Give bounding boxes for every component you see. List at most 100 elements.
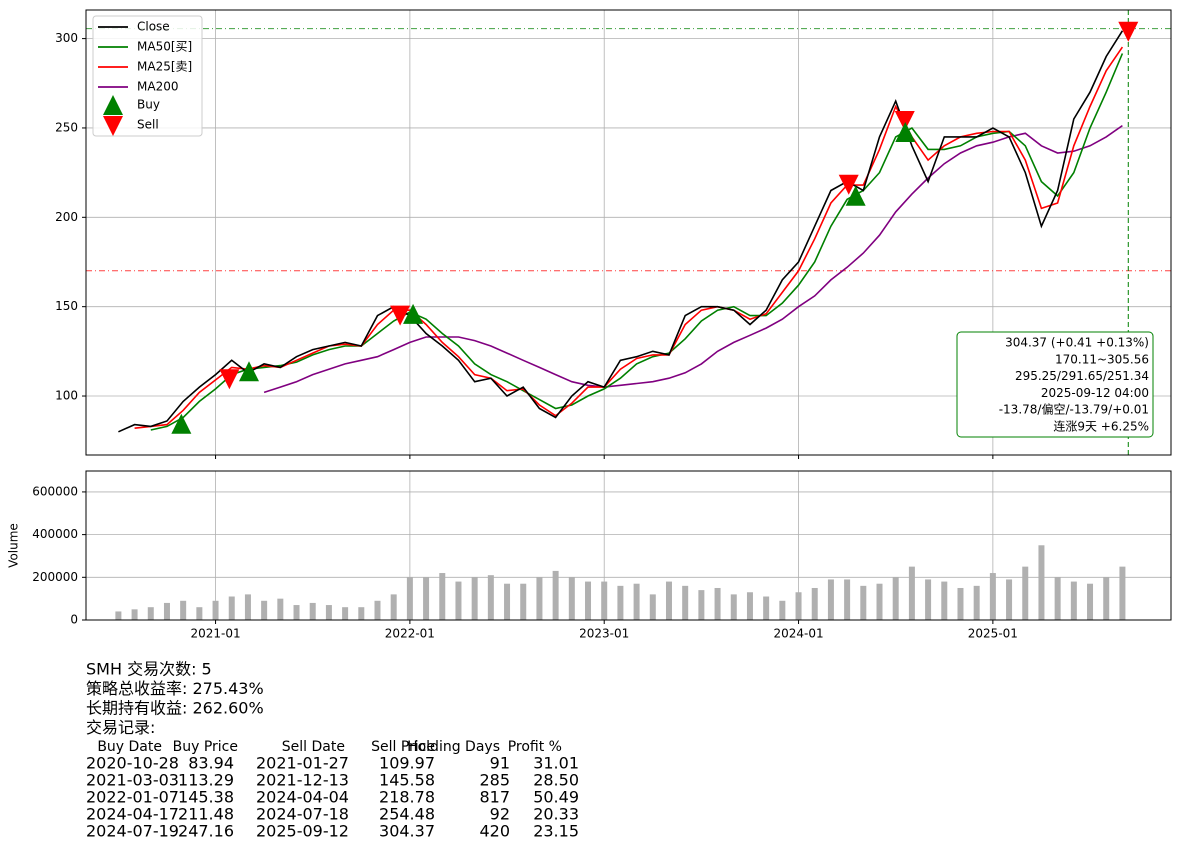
x-tick-label: 2023-01 xyxy=(579,627,629,641)
x-tick-label: 2024-01 xyxy=(773,627,823,641)
volume-bar xyxy=(568,577,575,620)
table-header: Buy Date xyxy=(97,739,162,755)
table-cell: 2021-12-13 xyxy=(256,771,349,790)
y-tick-label: 400000 xyxy=(32,527,78,541)
table-cell: 28.50 xyxy=(533,771,579,790)
volume-bar xyxy=(844,579,851,620)
y-tick-label: 300 xyxy=(55,31,78,45)
legend-label: MA25[卖] xyxy=(137,60,192,74)
volume-bar xyxy=(325,605,332,620)
table-cell: 247.16 xyxy=(178,822,234,841)
volume-bar xyxy=(827,579,834,620)
table-cell: 2021-03-03 xyxy=(86,771,179,790)
volume-bar xyxy=(358,607,365,620)
volume-bar xyxy=(908,566,915,620)
table-cell: 91 xyxy=(490,754,510,773)
legend-label: Close xyxy=(137,20,170,34)
table-cell: 211.48 xyxy=(178,805,234,824)
series-line xyxy=(134,46,1124,429)
summary-line: SMH 交易次数: 5 xyxy=(86,660,212,679)
volume-bar xyxy=(989,573,996,620)
volume-bar xyxy=(665,581,672,620)
volume-bar xyxy=(342,607,349,620)
volume-bar xyxy=(941,581,948,620)
buy-marker xyxy=(403,303,424,324)
volume-bar xyxy=(746,592,753,620)
volume-bar xyxy=(973,585,980,620)
volume-bar xyxy=(504,583,511,620)
volume-bar xyxy=(406,577,413,620)
volume-bar xyxy=(1070,581,1077,620)
volume-bar xyxy=(552,570,559,620)
volume-bar xyxy=(520,583,527,620)
summary-line: 长期持有收益: 262.60% xyxy=(86,699,264,718)
table-header: Profit % xyxy=(508,739,562,755)
volume-bar xyxy=(617,585,624,620)
volume-bar xyxy=(633,583,640,620)
volume-bar xyxy=(261,600,268,620)
table-cell: 304.37 xyxy=(379,822,435,841)
table-cell: 50.49 xyxy=(533,788,579,807)
volume-bar xyxy=(1087,583,1094,620)
volume-bar xyxy=(714,587,721,620)
sell-marker xyxy=(838,174,859,195)
table-cell: 2024-04-04 xyxy=(256,788,349,807)
table-cell: 817 xyxy=(479,788,510,807)
buy-marker xyxy=(895,122,916,143)
table-cell: 2020-10-28 xyxy=(86,754,179,773)
y-tick-label: 200 xyxy=(55,210,78,224)
legend-swatch xyxy=(103,116,123,136)
volume-bar xyxy=(244,594,251,620)
volume-bar xyxy=(860,585,867,620)
volume-bar xyxy=(536,577,543,620)
info-text: 连涨9天 +6.25% xyxy=(1053,419,1149,434)
y-tick-label: 0 xyxy=(70,613,78,627)
info-text: -13.78/偏空/-13.79/+0.01 xyxy=(999,402,1149,417)
volume-bar xyxy=(147,607,154,620)
table-cell: 145.38 xyxy=(178,788,234,807)
volume-bar xyxy=(423,577,430,620)
volume-bar xyxy=(196,607,203,620)
series-line xyxy=(150,53,1124,431)
legend-box xyxy=(92,15,203,137)
table-cell: 2021-01-27 xyxy=(256,754,349,773)
table-cell: 254.48 xyxy=(379,805,435,824)
volume-bar xyxy=(1119,566,1126,620)
info-text: 295.25/291.65/251.34 xyxy=(1015,369,1149,383)
y-tick-label: 250 xyxy=(55,120,78,134)
y-axis-label: Volume xyxy=(7,523,21,568)
x-tick-label: 2021-01 xyxy=(190,627,240,641)
table-cell: 23.15 xyxy=(533,822,579,841)
table-header: Sell Date xyxy=(282,739,345,755)
legend-label: MA200 xyxy=(137,80,178,94)
volume-bar xyxy=(293,605,300,620)
table-cell: 109.97 xyxy=(379,754,435,773)
volume-bar xyxy=(795,592,802,620)
volume-bar xyxy=(374,600,381,620)
axes-frame xyxy=(85,470,1172,621)
sell-marker xyxy=(1118,21,1139,42)
info-text: 170.11~305.56 xyxy=(1055,352,1149,366)
volume-bar xyxy=(876,583,883,620)
table-cell: 2022-01-07 xyxy=(86,788,179,807)
y-tick-label: 200000 xyxy=(32,570,78,584)
info-box xyxy=(956,331,1154,438)
table-cell: 31.01 xyxy=(533,754,579,773)
series-line xyxy=(263,124,1123,394)
legend-label: Sell xyxy=(137,118,159,132)
volume-bar xyxy=(228,596,235,620)
y-tick-label: 150 xyxy=(55,299,78,313)
summary-line: 交易记录: xyxy=(86,718,155,737)
table-cell: 20.33 xyxy=(533,805,579,824)
y-tick-label: 600000 xyxy=(32,484,78,498)
axes-frame xyxy=(85,9,1172,456)
volume-bar xyxy=(277,598,284,620)
volume-bar xyxy=(1038,545,1045,620)
table-header: Sell Price xyxy=(371,739,435,755)
table-cell: 92 xyxy=(490,805,510,824)
table-cell: 285 xyxy=(479,771,510,790)
table-cell: 2024-07-18 xyxy=(256,805,349,824)
volume-bar xyxy=(649,594,656,620)
volume-bar xyxy=(957,587,964,620)
